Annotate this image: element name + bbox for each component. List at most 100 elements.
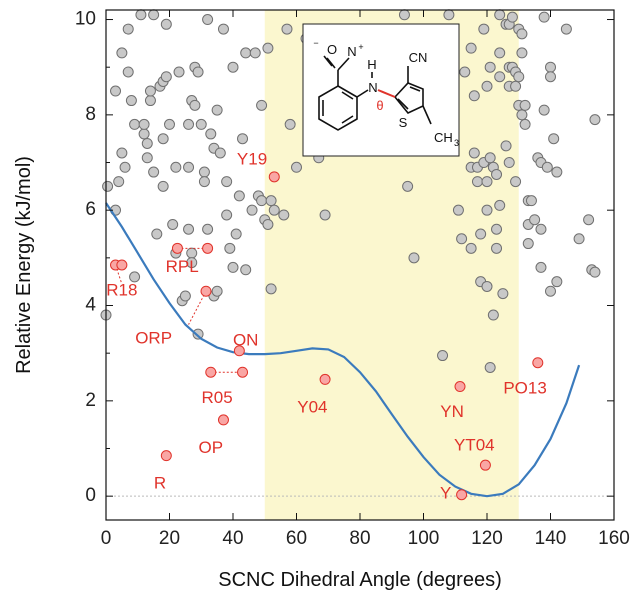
gray-point-160 xyxy=(551,276,563,288)
gray-point-140 xyxy=(516,109,528,121)
gray-point-72 xyxy=(256,99,268,111)
gray-point-21 xyxy=(148,9,160,21)
red-point-3 xyxy=(171,242,183,254)
gray-point-98 xyxy=(465,42,477,54)
x-tick-label-3: 60 xyxy=(286,528,307,549)
gray-point-30 xyxy=(167,218,179,230)
gray-point-4 xyxy=(113,176,125,188)
structure-inset: O − N + H N θ S CN CH 3 xyxy=(302,23,460,157)
gray-point-100 xyxy=(468,90,480,102)
gray-point-95 xyxy=(459,66,471,78)
gray-point-132 xyxy=(510,80,522,92)
red-point-6 xyxy=(205,366,217,378)
gray-point-151 xyxy=(535,261,547,273)
structure-frame xyxy=(302,23,460,157)
red-point-8 xyxy=(217,414,229,426)
gray-point-44 xyxy=(192,66,204,78)
gray-point-123 xyxy=(497,288,509,300)
gray-point-12 xyxy=(129,118,141,130)
gray-point-18 xyxy=(144,95,156,107)
gray-point-145 xyxy=(522,238,534,250)
cn-label: CN xyxy=(409,50,428,65)
gray-point-89 xyxy=(408,252,420,264)
gray-point-119 xyxy=(494,9,506,21)
x-tick-label-0: 0 xyxy=(101,528,112,549)
gray-point-20 xyxy=(148,166,160,178)
gray-point-94 xyxy=(456,233,468,245)
gray-point-46 xyxy=(195,118,207,130)
gray-point-139 xyxy=(516,28,528,40)
y-axis-title: Relative Energy (kJ/mol) xyxy=(13,156,35,374)
gray-point-161 xyxy=(560,23,572,35)
gray-point-3 xyxy=(110,85,122,97)
gray-point-28 xyxy=(160,18,172,30)
gray-point-26 xyxy=(157,180,169,192)
annotation-yn: YN xyxy=(440,402,464,421)
x-tick-label-5: 100 xyxy=(408,528,440,549)
gray-point-105 xyxy=(478,23,490,35)
gray-point-111 xyxy=(484,361,496,373)
gray-point-134 xyxy=(510,176,522,188)
dihedral-bond xyxy=(377,89,396,98)
annotation-r05: R05 xyxy=(202,388,233,407)
x-tick-label-7: 140 xyxy=(535,528,567,549)
red-point-12 xyxy=(454,381,466,393)
gray-point-142 xyxy=(519,99,531,111)
gray-point-60 xyxy=(224,242,236,254)
gray-point-81 xyxy=(284,118,296,130)
gray-point-15 xyxy=(138,118,150,130)
y-tick-label-3: 6 xyxy=(85,199,96,220)
benzene-ring xyxy=(318,55,432,131)
gray-point-55 xyxy=(211,104,223,116)
red-point-4 xyxy=(202,242,214,254)
nitro-plus-label: + xyxy=(358,42,363,52)
gray-point-75 xyxy=(262,218,274,230)
gray-point-7 xyxy=(119,161,131,173)
gray-point-108 xyxy=(481,176,493,188)
gray-point-82 xyxy=(291,161,302,173)
theta-label: θ xyxy=(376,98,383,113)
gray-point-157 xyxy=(545,285,556,297)
annotation-yt04: YT04 xyxy=(454,436,495,455)
gray-point-9 xyxy=(122,23,134,35)
gray-point-61 xyxy=(227,261,239,273)
annotation-y: Y xyxy=(440,483,451,502)
gray-point-71 xyxy=(256,195,268,207)
gray-point-59 xyxy=(221,209,233,221)
gray-point-51 xyxy=(205,128,217,140)
gray-point-11 xyxy=(129,271,141,283)
gray-point-121 xyxy=(494,47,506,59)
nitro-n-label: N xyxy=(347,44,356,59)
gray-point-48 xyxy=(198,176,210,188)
energy-curve xyxy=(105,202,581,498)
gray-point-47 xyxy=(198,166,210,178)
gray-point-109 xyxy=(481,204,493,216)
gray-point-29 xyxy=(164,118,175,130)
gray-point-27 xyxy=(160,71,172,83)
annotation-r18: R18 xyxy=(106,281,137,300)
gray-point-146 xyxy=(525,195,537,207)
annotation-orp: ORP xyxy=(135,328,172,347)
red-point-5 xyxy=(200,285,212,297)
gray-point-120 xyxy=(494,71,506,83)
gray-point-86 xyxy=(319,209,331,221)
red-point-10 xyxy=(268,171,280,183)
gray-point-153 xyxy=(538,104,550,116)
gray-point-103 xyxy=(475,228,487,240)
x-tick-label-1: 20 xyxy=(159,528,180,549)
gray-point-91 xyxy=(443,9,455,21)
gray-point-57 xyxy=(217,23,229,35)
gray-point-6 xyxy=(116,147,128,159)
gray-point-93 xyxy=(452,204,464,216)
red-point-1 xyxy=(116,259,128,271)
gray-point-68 xyxy=(246,204,258,216)
curve-layer xyxy=(105,202,581,498)
gray-point-107 xyxy=(481,280,493,292)
gray-point-78 xyxy=(268,204,280,216)
gray-point-158 xyxy=(548,133,560,145)
annotation-y04: Y04 xyxy=(297,397,327,416)
gray-point-159 xyxy=(551,166,563,178)
gray-point-14 xyxy=(138,128,150,140)
gray-point-69 xyxy=(249,47,261,59)
